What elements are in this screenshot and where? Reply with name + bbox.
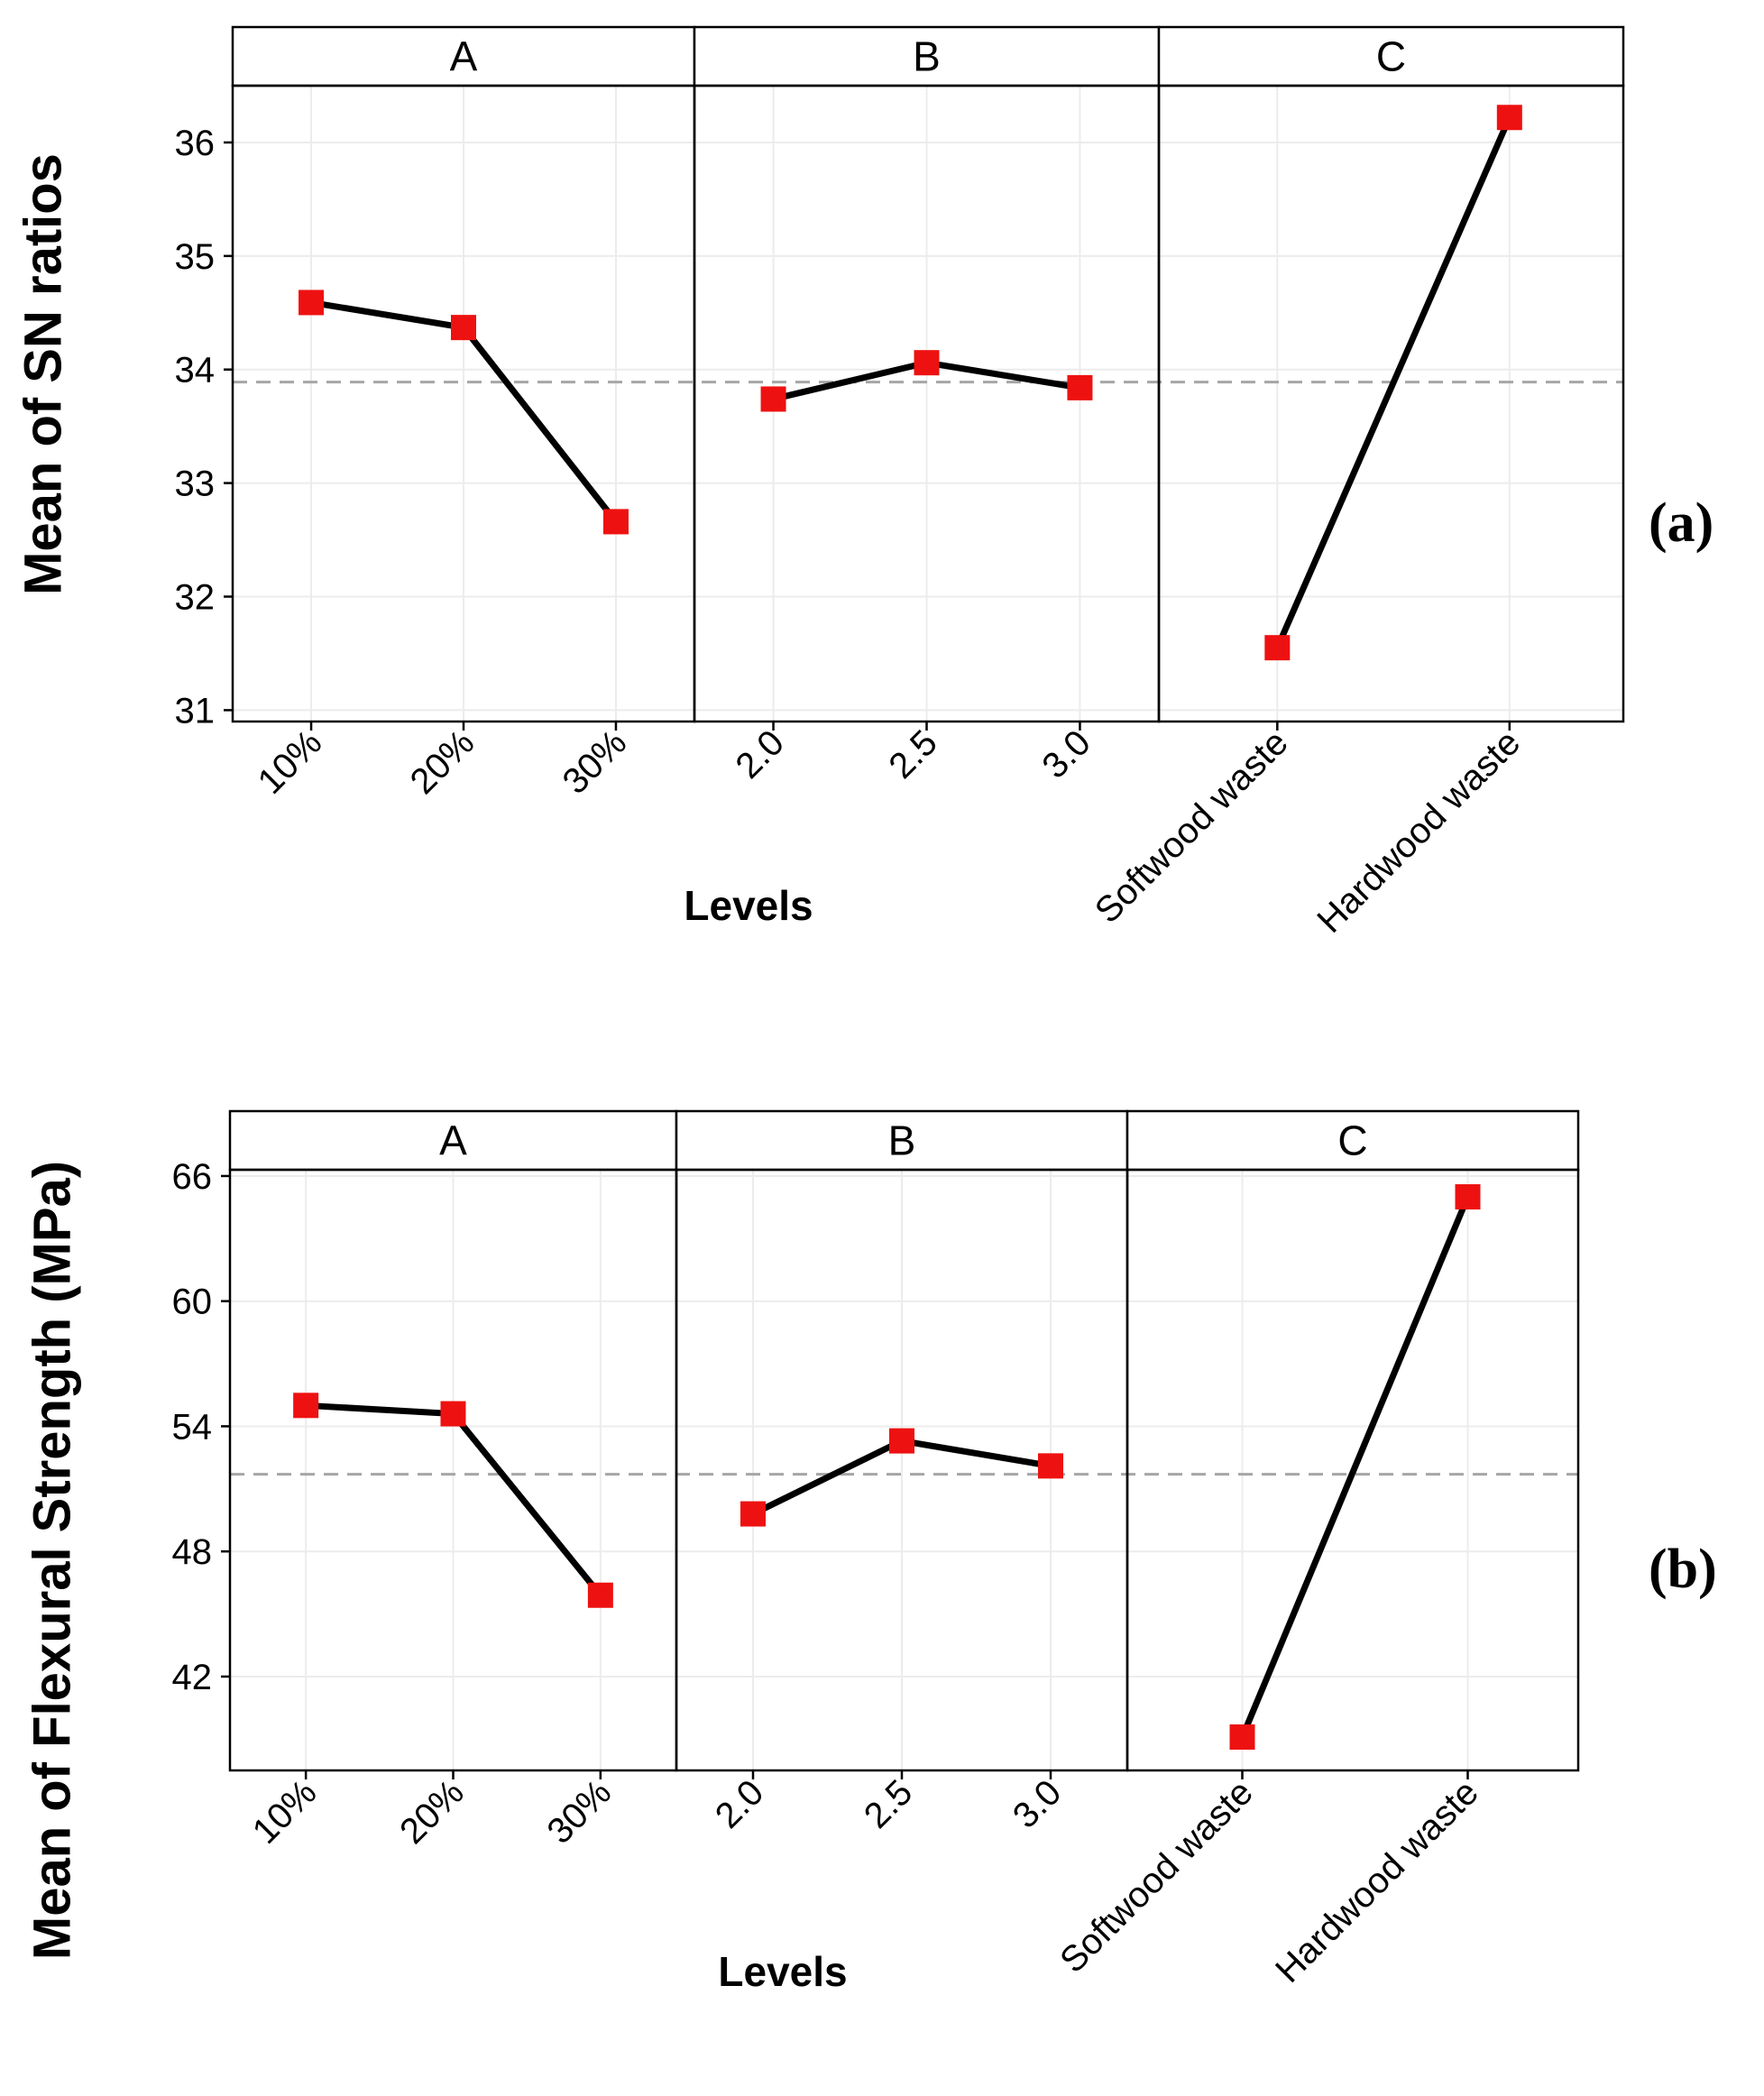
x-category-label: 20% xyxy=(403,722,482,802)
facet-frame xyxy=(1157,84,1625,723)
facet-header xyxy=(693,25,1161,87)
facet-header xyxy=(231,25,696,87)
data-point-a-2 xyxy=(440,1401,466,1427)
facet-header xyxy=(228,1109,678,1172)
data-point-a-3 xyxy=(587,1582,613,1608)
x-category-label: Softwood waste xyxy=(1088,722,1296,931)
x-category-label: 30% xyxy=(556,722,635,802)
y-tick-label: 34 xyxy=(175,351,216,391)
facet-frame xyxy=(1125,1168,1580,1772)
y-tick-label: 42 xyxy=(172,1658,213,1697)
x-category-label: 3.0 xyxy=(1006,1772,1069,1835)
x-category-label: 2.5 xyxy=(857,1772,920,1835)
x-category-label: 10% xyxy=(245,1772,325,1852)
x-category-label: Hardwood waste xyxy=(1268,1772,1486,1990)
facet-label-c: C xyxy=(1376,33,1406,80)
x-category-label: Softwood waste xyxy=(1052,1772,1261,1981)
x-category-label: 10% xyxy=(251,722,330,802)
data-point-b-3 xyxy=(1067,374,1093,400)
data-point-a-3 xyxy=(602,509,629,535)
facet-label-c: C xyxy=(1337,1117,1367,1164)
data-point-b-1 xyxy=(740,1501,766,1527)
data-point-c-2 xyxy=(1455,1184,1481,1210)
y-tick-label: 60 xyxy=(172,1282,213,1322)
y-tick-label: 66 xyxy=(172,1157,213,1197)
data-point-a-1 xyxy=(299,290,325,316)
series-line-c xyxy=(1274,115,1513,649)
facet-label-a: A xyxy=(439,1117,467,1164)
chart-panel-a: A B C 31 32 33 34 35 36 10% 20% 30% 2.0 2.5 3.0Softwoo… xyxy=(14,25,1713,941)
facet-label-b: B xyxy=(913,33,941,80)
x-category-label: 2.0 xyxy=(728,722,791,786)
y-axis-title: Mean of SN ratios xyxy=(14,153,72,595)
data-point-b-2 xyxy=(889,1428,914,1454)
facet-label-b: B xyxy=(888,1117,916,1164)
y-tick-label: 36 xyxy=(175,124,216,163)
y-tick-label: 48 xyxy=(172,1532,213,1572)
y-tick-label: 31 xyxy=(175,691,216,731)
facet-header xyxy=(1157,25,1625,87)
x-category-label: 2.5 xyxy=(881,722,944,786)
x-category-label: Hardwood waste xyxy=(1309,722,1528,941)
facet-label-a: A xyxy=(450,33,478,80)
x-category-label: 20% xyxy=(392,1772,472,1852)
facet-header xyxy=(1125,1109,1580,1172)
chart-panel-b: A B C 42 48 54 60 66 10% 20% 30% 2.0 2.5 3.0Softwood … xyxy=(23,1109,1717,1995)
x-category-label: 30% xyxy=(539,1772,619,1852)
data-point-c-1 xyxy=(1229,1724,1255,1750)
y-axis-title: Mean of Flexural Strength (MPa) xyxy=(23,1161,81,1960)
data-point-a-1 xyxy=(293,1393,319,1419)
series-line-c xyxy=(1239,1195,1471,1739)
panel-tag: (b) xyxy=(1649,1539,1717,1600)
data-point-c-1 xyxy=(1264,635,1291,661)
x-axis-title: Levels xyxy=(718,1948,847,1995)
x-category-label: 2.0 xyxy=(708,1772,771,1835)
x-axis-title: Levels xyxy=(684,882,813,929)
data-point-b-3 xyxy=(1038,1453,1063,1479)
x-category-label: 3.0 xyxy=(1034,722,1098,786)
y-tick-label: 32 xyxy=(175,578,216,618)
data-point-a-2 xyxy=(451,315,476,341)
data-point-b-1 xyxy=(760,386,786,412)
y-tick-label: 33 xyxy=(175,464,216,504)
y-tick-label: 35 xyxy=(175,237,216,277)
y-tick-label: 54 xyxy=(172,1407,213,1447)
data-point-b-2 xyxy=(914,350,940,376)
data-point-c-2 xyxy=(1496,105,1522,131)
panel-tag: (a) xyxy=(1649,492,1713,554)
